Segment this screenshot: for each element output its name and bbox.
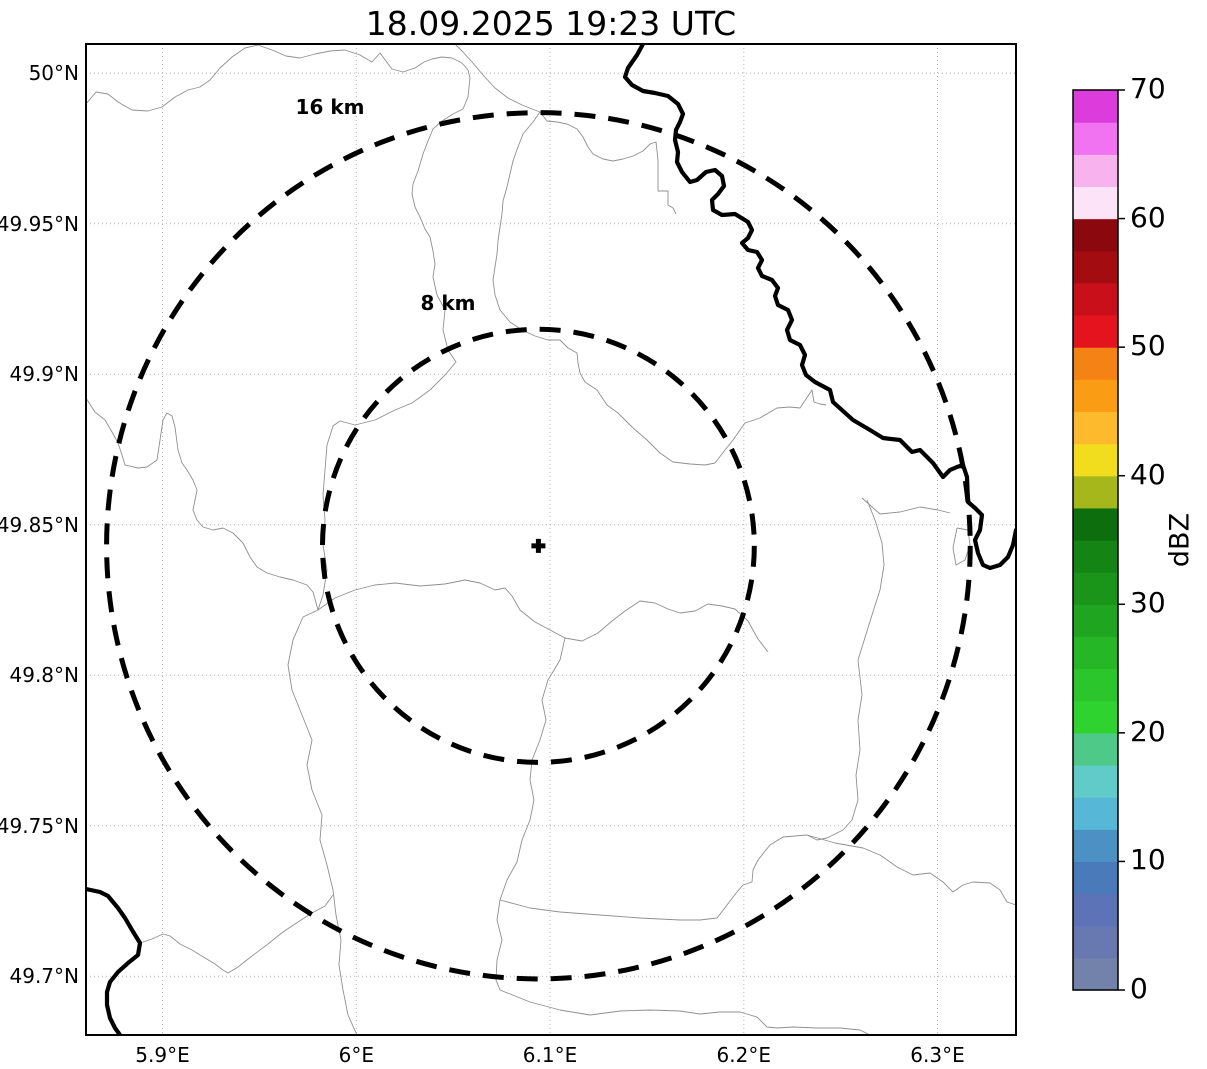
radar-site-marker bbox=[531, 538, 546, 553]
colorbar-tick-label: 50 bbox=[1130, 328, 1166, 362]
colorbar-tick-label: 0 bbox=[1130, 971, 1148, 1005]
boundary-line bbox=[861, 497, 951, 515]
range-ring-8km bbox=[319, 326, 757, 765]
y-tick-label: 49.95°N bbox=[0, 211, 79, 236]
colorbar-segment bbox=[1073, 154, 1118, 188]
y-tick-label: 49.75°N bbox=[0, 813, 79, 838]
y-tick-label: 50°N bbox=[28, 61, 79, 86]
boundary-line bbox=[499, 499, 885, 921]
boundary-line bbox=[86, 397, 319, 611]
boundary-line bbox=[495, 637, 869, 1035]
colorbar-segment bbox=[1073, 347, 1118, 380]
plot-border bbox=[85, 43, 1017, 1036]
colorbar-segment bbox=[1073, 250, 1118, 284]
x-tick-label: 6°E bbox=[338, 1043, 374, 1067]
x-tick-label: 6.3°E bbox=[910, 1043, 965, 1067]
plot-title: 18.09.2025 19:23 UTC bbox=[365, 4, 737, 43]
boundary-line bbox=[317, 579, 769, 653]
boundary-line bbox=[454, 44, 827, 466]
colorbar-segment bbox=[1073, 315, 1118, 348]
x-tick-label: 6.1°E bbox=[522, 1043, 578, 1067]
colorbar-segment bbox=[1073, 893, 1118, 927]
colorbar-segment bbox=[1073, 540, 1118, 573]
colorbar-segment bbox=[1073, 668, 1118, 702]
range-ring-label-16km: 16 km bbox=[295, 95, 365, 119]
colorbar-tick-label: 70 bbox=[1130, 71, 1166, 105]
x-tick-label: 6.2°E bbox=[716, 1043, 772, 1067]
colorbar-tick-label: 30 bbox=[1130, 586, 1166, 620]
colorbar-tick-label: 10 bbox=[1130, 843, 1166, 877]
colorbar-segment bbox=[1073, 732, 1118, 766]
colorbar-segment bbox=[1073, 957, 1118, 991]
colorbar-segment bbox=[1073, 797, 1118, 830]
colorbar-outline bbox=[1072, 89, 1119, 991]
river-line bbox=[622, 44, 1016, 571]
colorbar-segment bbox=[1073, 507, 1118, 541]
colorbar-segment bbox=[1073, 572, 1118, 605]
colorbar-segment bbox=[1073, 411, 1118, 445]
colorbar-segment bbox=[1073, 218, 1118, 252]
colorbar-segment bbox=[1073, 861, 1118, 895]
boundary-line bbox=[287, 609, 358, 1035]
colorbar-segment bbox=[1073, 604, 1118, 638]
colorbar-segment bbox=[1073, 90, 1118, 123]
boundary-line bbox=[952, 527, 971, 566]
colorbar-segment bbox=[1073, 475, 1118, 509]
boundary-line bbox=[86, 44, 471, 611]
range-ring-16km bbox=[104, 110, 973, 982]
colorbar-segment bbox=[1073, 925, 1118, 959]
y-tick-label: 49.8°N bbox=[9, 663, 80, 688]
boundary-line bbox=[539, 111, 677, 215]
colorbar-tick-label: 20 bbox=[1130, 714, 1166, 748]
y-tick-label: 49.9°N bbox=[9, 362, 80, 387]
colorbar-axis-label: dBZ bbox=[1164, 512, 1196, 568]
colorbar-segment bbox=[1073, 765, 1118, 798]
colorbar-segment bbox=[1073, 443, 1118, 477]
colorbar-segment bbox=[1073, 282, 1118, 316]
range-ring-label-8km: 8 km bbox=[420, 291, 476, 315]
colorbar-segment bbox=[1073, 379, 1118, 413]
colorbar-segment bbox=[1073, 829, 1118, 863]
boundary-line bbox=[806, 834, 1016, 906]
y-tick-label: 49.85°N bbox=[0, 512, 79, 537]
colorbar-segment bbox=[1073, 636, 1118, 670]
x-tick-label: 5.9°E bbox=[135, 1043, 190, 1067]
colorbar-segment bbox=[1073, 700, 1118, 734]
y-tick-label: 49.7°N bbox=[9, 964, 80, 989]
colorbar-segment bbox=[1073, 122, 1118, 155]
colorbar-tick-label: 40 bbox=[1130, 457, 1166, 491]
colorbar-tick-label: 60 bbox=[1130, 200, 1166, 234]
colorbar-segment bbox=[1073, 186, 1118, 220]
river-line bbox=[86, 886, 143, 1035]
boundary-line bbox=[139, 894, 334, 974]
